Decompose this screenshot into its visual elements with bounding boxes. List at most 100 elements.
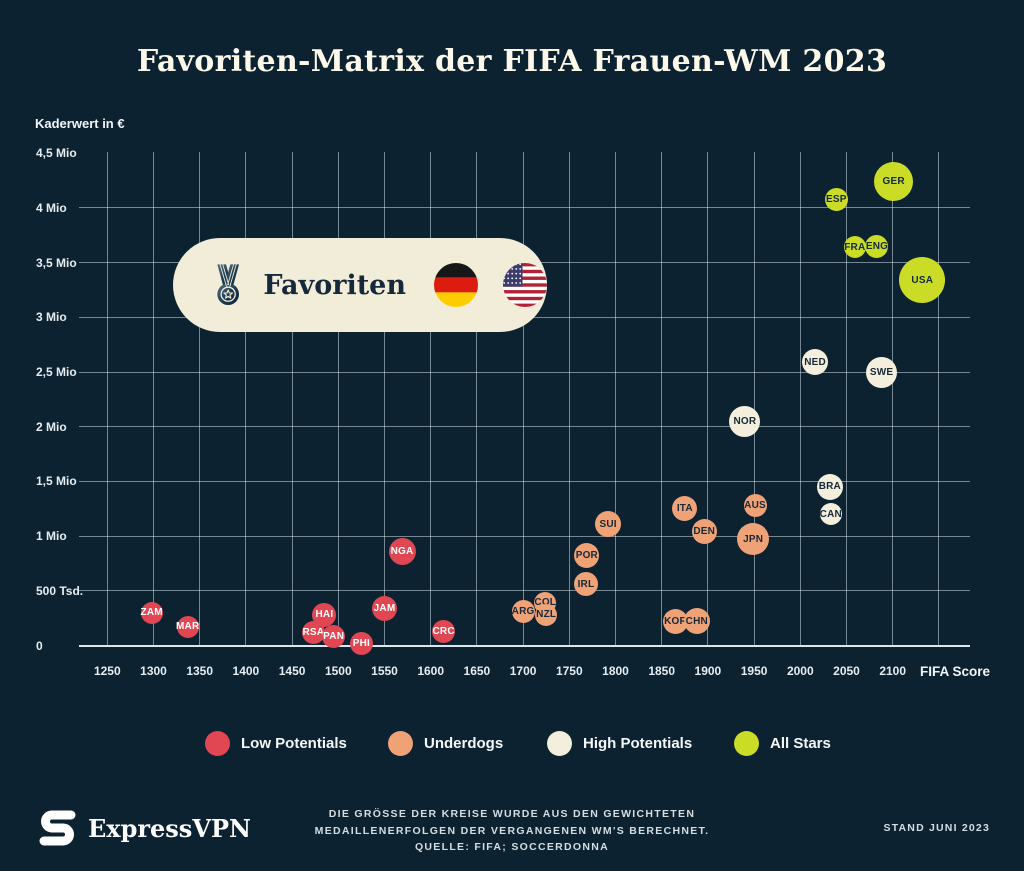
bubble-label: KOR — [664, 615, 687, 627]
bubble-CAN: CAN — [819, 503, 842, 526]
source-note-line: DIE GRÖSSE DER KREISE WURDE AUS DEN GEWI… — [328, 808, 696, 820]
x-tick-label: 1300 — [140, 664, 167, 678]
bubble-label: NZL — [536, 609, 557, 621]
expressvpn-logo-icon — [39, 810, 76, 846]
gridline-vertical — [476, 152, 478, 646]
bubble-label: DEN — [693, 526, 716, 538]
x-tick-label: 1550 — [371, 664, 398, 678]
x-axis-line — [79, 644, 970, 647]
favoriten-label: Favoriten — [263, 269, 406, 301]
bubble-label: USA — [911, 274, 934, 286]
bubble-NGA: NGA — [388, 537, 416, 565]
bubble-BRA: BRA — [816, 473, 843, 500]
bubble-ESP: ESP — [824, 187, 848, 211]
gridline-vertical — [753, 152, 755, 646]
bubble-label: NOR — [733, 415, 757, 427]
bubble-CHN: CHN — [683, 608, 710, 635]
bubble-label: POR — [575, 550, 598, 562]
x-tick-label: 2050 — [833, 664, 860, 678]
gridline-vertical — [384, 152, 385, 646]
x-tick-label: 1400 — [232, 664, 260, 678]
bubble-label: CAN — [819, 508, 842, 520]
x-axis-title: FIFA Score — [920, 664, 991, 679]
bubble-NZL: NZL — [535, 603, 558, 626]
bubble-ENG: ENG — [865, 234, 889, 258]
x-tick-label: 1250 — [93, 664, 121, 678]
gridline-horizontal — [79, 590, 970, 592]
bubble-label: AUS — [744, 499, 766, 511]
y-tick-label: 500 Tsd. — [36, 583, 84, 598]
bubble-POR: POR — [574, 543, 600, 569]
gridline-horizontal — [79, 426, 970, 428]
bubble-NOR: NOR — [729, 405, 761, 437]
bubble-label: ITA — [676, 503, 693, 515]
gridline-horizontal — [79, 207, 970, 209]
y-tick-label: 2,5 Mio — [36, 365, 77, 379]
bubble-label: CHN — [685, 615, 708, 627]
x-tick-label: 2100 — [879, 664, 907, 678]
bubble-label: ESP — [826, 193, 847, 205]
legend-swatch — [205, 731, 230, 756]
gridline-vertical — [291, 152, 293, 646]
bubble-USA: USA — [899, 257, 946, 304]
x-tick-label: 1750 — [555, 664, 583, 678]
gridline-vertical — [522, 152, 524, 646]
legend-swatch — [388, 731, 413, 756]
bubble-ITA: ITA — [672, 496, 698, 522]
bubble-label: COL — [534, 597, 557, 609]
bubble-label: SUI — [599, 518, 617, 530]
y-tick-label: 1 Mio — [36, 529, 67, 544]
bubble-label: JAM — [373, 602, 396, 614]
bubble-PAN: PAN — [322, 625, 346, 649]
gridline-vertical — [106, 152, 108, 646]
bubble-label: NGA — [390, 545, 414, 557]
bubble-label: BRA — [818, 481, 841, 493]
bubble-label: CRC — [432, 625, 455, 637]
x-tick-label: 1700 — [509, 664, 537, 678]
bubble-GER: GER — [874, 162, 914, 202]
bubble-label: IRL — [577, 578, 595, 590]
bubble-label: NED — [804, 356, 826, 368]
bubble-FRA: FRA — [843, 236, 866, 259]
source-note-line: MEDAILLENERFOLGEN DER VERGANGENEN WM'S B… — [314, 824, 710, 837]
bubble-label: JPN — [743, 533, 764, 545]
y-tick-label: 2 Mio — [36, 419, 67, 434]
x-tick-label: 1950 — [740, 664, 768, 678]
legend-label: All Stars — [770, 735, 831, 752]
x-tick-label: 1800 — [602, 664, 629, 678]
bubble-ARG: ARG — [511, 600, 535, 624]
bubble-label: MAR — [176, 621, 200, 633]
bubble-CRC: CRC — [432, 619, 456, 643]
brand-logo: ExpressVPN — [38, 806, 251, 850]
bubble-ZAM: ZAM — [140, 601, 163, 624]
bubble-MAR: MAR — [176, 615, 200, 638]
bubble-DEN: DEN — [691, 519, 717, 545]
bubble-HAI: HAI — [312, 602, 337, 627]
gridline-horizontal — [79, 371, 970, 373]
gridline-vertical — [661, 152, 663, 646]
bubble-label: ZAM — [140, 607, 163, 619]
germany-flag-icon — [434, 263, 478, 307]
gridline-horizontal — [79, 480, 970, 482]
medal-icon — [217, 264, 240, 306]
bubble-label: PHI — [352, 637, 371, 649]
gridline-vertical — [707, 152, 709, 646]
bubble-label: FRA — [844, 241, 866, 253]
x-tick-label: 1500 — [324, 664, 352, 678]
gridline-vertical — [615, 152, 616, 646]
bubble-label: PAN — [323, 631, 345, 643]
y-tick-label: 0 — [36, 638, 43, 653]
y-tick-label: 3,5 Mio — [36, 255, 77, 270]
bubble-label: SWE — [869, 366, 894, 378]
bubble-NED: NED — [802, 349, 829, 376]
legend-swatch — [547, 731, 572, 756]
bubble-SUI: SUI — [595, 511, 622, 538]
bubble-label: GER — [882, 176, 905, 188]
gridline-vertical — [938, 152, 940, 646]
bubble-label: ARG — [511, 606, 535, 618]
x-tick-label: 1900 — [694, 664, 722, 678]
brand-wordmark: ExpressVPN — [88, 813, 251, 843]
y-tick-label: 3 Mio — [36, 310, 67, 325]
